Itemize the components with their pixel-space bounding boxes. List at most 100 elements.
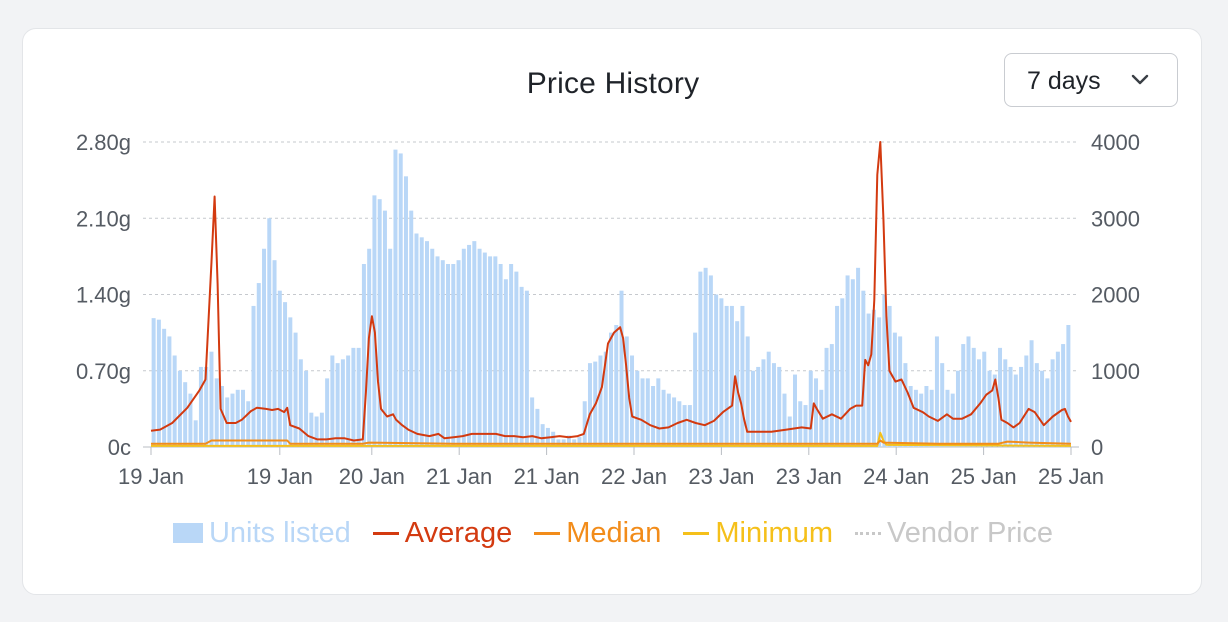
legend-item-minimum[interactable]: Minimum: [683, 517, 833, 550]
y-right-tick-label: 1000: [1091, 359, 1140, 384]
y-right-tick-label: 3000: [1091, 206, 1140, 231]
units-listed-bar: [1050, 359, 1055, 447]
units-listed-bar: [251, 305, 256, 447]
units-listed-bar: [609, 332, 613, 447]
units-listed-bar: [403, 176, 408, 447]
units-listed-bar: [435, 256, 440, 447]
units-listed-bar: [877, 317, 882, 447]
units-listed-bar: [829, 344, 834, 447]
units-listed-bar: [640, 378, 645, 447]
units-listed-bar: [493, 256, 498, 447]
units-listed-bar: [992, 374, 997, 447]
units-listed-bar: [971, 347, 976, 447]
units-listed-bar: [987, 370, 992, 447]
units-listed-bar: [482, 252, 487, 447]
units-listed-bar: [524, 290, 529, 447]
units-listed-bar: [467, 244, 472, 447]
units-listed-bar: [1013, 374, 1018, 447]
y-left-tick-label: 2.10g: [76, 206, 131, 231]
units-listed-bar: [698, 271, 703, 447]
legend-label-median: Median: [566, 516, 662, 549]
units-listed-bar: [887, 305, 892, 447]
units-listed-bar: [293, 332, 298, 447]
units-listed-bar: [177, 370, 182, 447]
units-listed-bar: [966, 336, 971, 447]
x-tick-label: 25 Jan: [1038, 464, 1104, 489]
legend-item-units-listed[interactable]: Units listed: [172, 516, 351, 550]
units-listed-bar: [866, 313, 871, 447]
units-listed-bar: [156, 319, 161, 447]
units-listed-bar: [256, 283, 261, 447]
units-listed-bar: [998, 347, 1003, 447]
units-listed-bar: [977, 359, 981, 447]
legend-item-average[interactable]: Average: [372, 517, 512, 550]
chart-title: Price History: [526, 67, 700, 100]
units-listed-bar: [803, 405, 808, 447]
y-right-tick-label: 2000: [1091, 283, 1140, 308]
units-listed-bar: [456, 260, 461, 447]
units-listed-bar: [756, 366, 761, 447]
units-listed-bar: [304, 370, 309, 447]
units-listed-bar: [840, 298, 845, 447]
units-listed-bar: [193, 420, 198, 447]
x-tick-label: 21 Jan: [514, 464, 580, 489]
units-listed-bar: [871, 309, 876, 447]
median-line: [151, 439, 1072, 445]
units-listed-bar: [262, 248, 267, 447]
units-listed-bar: [1019, 366, 1024, 447]
y-right-tick-label: 0: [1091, 435, 1103, 460]
units-listed-bar: [151, 318, 156, 447]
units-listed-bar: [451, 264, 456, 447]
units-listed-bar: [382, 210, 387, 447]
minimum-line: [151, 431, 1072, 447]
legend-item-median[interactable]: Median: [534, 517, 661, 550]
units-listed-bar: [283, 302, 288, 447]
x-tick-label: 19 Jan: [118, 464, 184, 489]
units-listed-bar: [656, 378, 661, 447]
units-listed-bar: [377, 199, 382, 447]
legend-label-units-listed: Units listed: [208, 516, 351, 549]
units-listed-bar: [913, 389, 918, 447]
legend-swatch-units-listed: [172, 523, 203, 543]
units-listed-bar: [614, 325, 619, 447]
units-listed-bar: [940, 363, 945, 447]
units-listed-bar: [1055, 351, 1060, 447]
x-tick-label: 24 Jan: [863, 464, 929, 489]
units-listed-bar: [461, 248, 466, 447]
units-listed-bar: [551, 431, 556, 447]
legend-item-vendor-price[interactable]: Vendor Price: [855, 517, 1053, 550]
x-tick-label: 23 Jan: [688, 464, 754, 489]
units-listed-bar: [845, 275, 850, 447]
legend: Units listed Average Median Minimum Vend…: [23, 515, 1203, 551]
units-listed-bar: [708, 275, 713, 447]
units-listed-bar: [1034, 363, 1039, 447]
units-listed-bar: [908, 386, 913, 447]
units-listed-bar: [198, 366, 203, 447]
units-listed-bar: [782, 393, 787, 447]
units-listed-bar: [898, 336, 903, 447]
units-listed-bar: [535, 408, 540, 447]
units-listed-bar: [188, 393, 193, 447]
units-listed-bar: [687, 405, 692, 447]
units-listed-bar: [603, 351, 608, 447]
units-listed-bar: [693, 332, 698, 447]
units-listed-bar: [440, 260, 445, 447]
units-listed-bar: [509, 264, 514, 447]
units-listed-bar: [892, 332, 897, 447]
x-tick-label: 25 Jan: [951, 464, 1017, 489]
units-listed-bar: [703, 267, 708, 447]
time-range-select[interactable]: 7 days: [1004, 53, 1178, 107]
units-listed-bar: [1066, 325, 1071, 447]
units-listed-bar: [309, 412, 314, 447]
units-listed-bar: [814, 378, 819, 447]
units-listed-bar: [587, 363, 592, 447]
units-listed-bar: [325, 378, 330, 447]
units-listed-bar: [771, 363, 776, 447]
units-listed-bar: [919, 393, 924, 447]
units-listed-bar: [204, 366, 209, 447]
units-listed-bar: [288, 317, 293, 447]
units-listed-bar: [319, 412, 324, 447]
units-listed-bar: [419, 237, 424, 447]
units-listed-bar: [750, 370, 755, 447]
units-listed-bar: [1061, 344, 1066, 447]
